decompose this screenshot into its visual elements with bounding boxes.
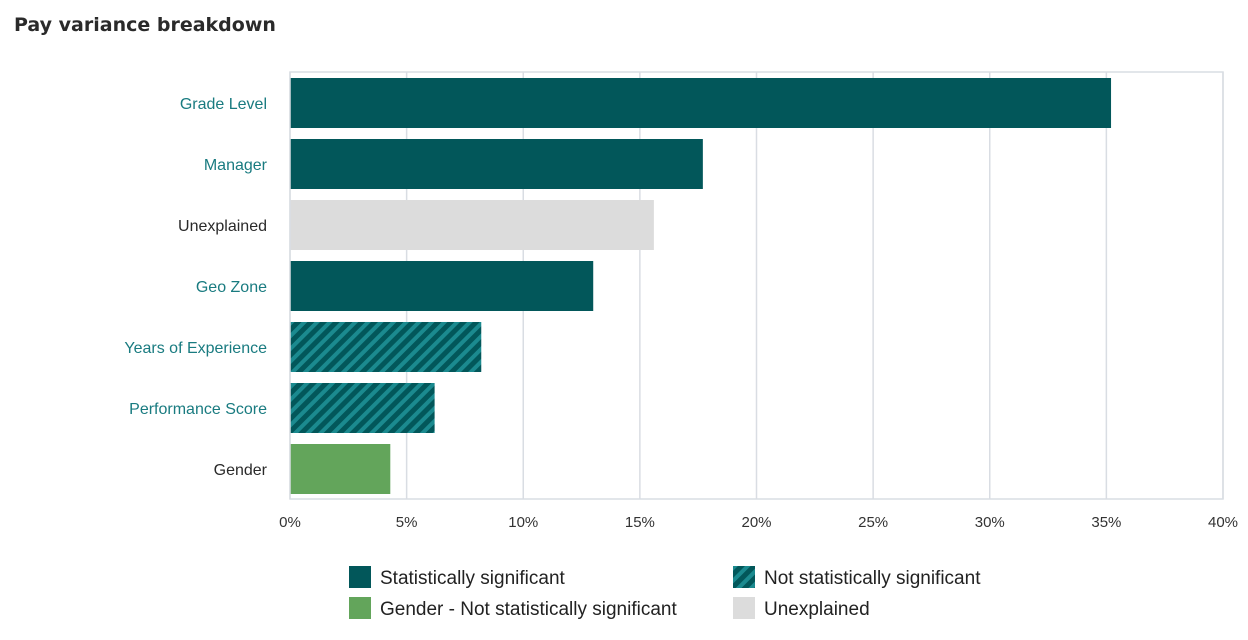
- chart-title: Pay variance breakdown: [14, 14, 276, 36]
- category-label: Manager: [204, 157, 268, 174]
- x-tick-label: 25%: [858, 514, 888, 531]
- legend: Statistically significant Not statistical…: [349, 566, 981, 620]
- legend-item-unexplained: Unexplained: [733, 597, 870, 620]
- x-tick-label: 20%: [741, 514, 771, 531]
- legend-label: Gender - Not statistically significant: [380, 599, 677, 620]
- bar-grade-level: [290, 78, 1112, 128]
- x-tick-label: 35%: [1091, 514, 1121, 531]
- legend-swatch: [733, 566, 755, 588]
- category-label: Years of Experience: [124, 340, 267, 357]
- legend-swatch: [349, 597, 371, 619]
- bar-gender: [290, 444, 391, 494]
- bar-years-of-experience: [290, 322, 482, 372]
- category-label: Performance Score: [129, 401, 267, 418]
- legend-label: Statistically significant: [380, 568, 566, 589]
- bar-manager: [290, 139, 703, 189]
- category-label: Gender: [214, 462, 268, 479]
- x-axis-tick-labels: 0% 5% 10% 15% 20% 25% 30% 35% 40%: [279, 514, 1238, 531]
- legend-label: Unexplained: [764, 599, 870, 620]
- x-tick-label: 30%: [975, 514, 1005, 531]
- legend-swatch: [349, 566, 371, 588]
- legend-label: Not statistically significant: [764, 568, 981, 589]
- legend-swatch: [733, 597, 755, 619]
- category-label: Grade Level: [180, 96, 267, 113]
- bar-unexplained: [290, 200, 654, 250]
- x-tick-label: 10%: [508, 514, 538, 531]
- x-tick-label: 0%: [279, 514, 301, 531]
- x-tick-label: 15%: [625, 514, 655, 531]
- bar-performance-score: [290, 383, 435, 433]
- legend-item-not-significant: Not statistically significant: [733, 566, 981, 589]
- category-labels: Grade Level Manager Unexplained Geo Zone Yea…: [124, 96, 267, 479]
- bar-geo-zone: [290, 261, 594, 311]
- category-label: Unexplained: [178, 218, 267, 235]
- x-tick-label: 5%: [396, 514, 418, 531]
- legend-item-gender: Gender - Not statistically significant: [349, 597, 677, 620]
- plot-border: [289, 71, 1224, 500]
- bars: [290, 78, 1112, 494]
- plot-frame: [289, 71, 1224, 500]
- category-label: Geo Zone: [196, 279, 267, 296]
- x-tick-label: 40%: [1208, 514, 1238, 531]
- legend-item-significant: Statistically significant: [349, 566, 566, 589]
